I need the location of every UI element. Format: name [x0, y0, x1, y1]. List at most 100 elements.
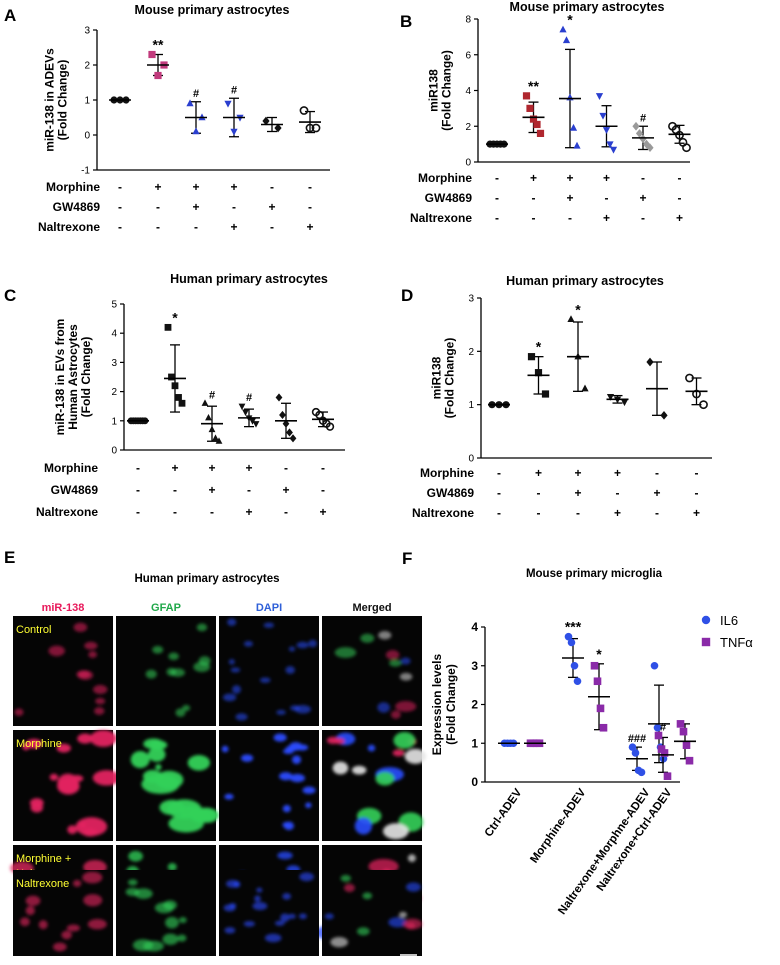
cell-blob	[243, 920, 256, 927]
data-point	[533, 120, 541, 129]
significance-mark: #	[640, 112, 646, 124]
treatment-label: GW4869	[53, 200, 101, 214]
data-point	[581, 384, 589, 392]
group-6	[685, 373, 708, 410]
cell-blob	[128, 850, 143, 862]
data-point	[682, 143, 691, 153]
data-point	[148, 50, 156, 59]
treatment-sign: -	[156, 200, 160, 214]
cell-blob	[227, 618, 237, 626]
data-point	[631, 749, 640, 757]
micrograph-4-4	[322, 870, 423, 954]
treatment-sign: +	[282, 483, 289, 497]
cell-blob	[154, 770, 184, 789]
micrograph-background	[13, 616, 113, 726]
treatment-sign: -	[655, 506, 659, 520]
data-point	[685, 373, 694, 383]
y-axis-label: miR138	[427, 69, 441, 112]
treatment-sign: -	[173, 505, 177, 519]
cell-blob	[25, 905, 35, 916]
cell-blob	[77, 733, 93, 744]
cell-blob	[402, 918, 423, 930]
y-tick-label: 2	[468, 347, 474, 358]
treatment-sign: +	[676, 211, 683, 225]
cell-blob	[225, 879, 240, 888]
cell-blob	[67, 825, 78, 834]
cell-blobs	[125, 879, 187, 952]
treatment-sign: -	[136, 461, 140, 475]
treatment-sign: +	[603, 171, 610, 185]
significance-mark: #	[660, 722, 666, 734]
panel-letter: F	[402, 549, 412, 568]
cell-blob	[282, 893, 292, 900]
treatment-sign: -	[284, 461, 288, 475]
channel-title: DAPI	[256, 602, 282, 614]
cell-blob	[385, 650, 400, 660]
treatment-sign: -	[270, 180, 274, 194]
cell-blob	[182, 704, 191, 712]
y-tick-label: 0	[465, 158, 471, 169]
cell-blob	[72, 879, 82, 887]
cell-blobs	[223, 872, 314, 943]
group-2: **	[147, 37, 169, 80]
treatment-sign: -	[308, 180, 312, 194]
cell-blob	[38, 920, 48, 930]
data-point	[311, 123, 321, 133]
data-point	[620, 399, 629, 407]
treatment-label: Naltrexone	[36, 505, 98, 519]
treatment-sign: +	[171, 461, 178, 475]
cell-blob	[276, 709, 286, 715]
data-point	[208, 425, 216, 433]
treatment-sign: -	[695, 486, 699, 500]
y-tick-label: 3	[84, 26, 90, 37]
y-tick-label: 0	[84, 131, 90, 142]
cell-blob	[52, 942, 67, 952]
treatment-sign: +	[566, 171, 573, 185]
data-point	[541, 390, 550, 398]
data-point	[299, 106, 309, 115]
significance-mark: **	[528, 78, 539, 94]
cell-blob	[29, 798, 44, 808]
cell-blob	[398, 911, 408, 918]
group-TNFα-4	[674, 720, 696, 765]
treatment-sign: -	[118, 200, 122, 214]
cell-blobs	[22, 730, 121, 837]
cell-blob	[92, 770, 121, 786]
data-point	[660, 749, 669, 757]
data-point	[154, 71, 162, 80]
cell-blob	[282, 804, 291, 813]
data-point	[275, 393, 283, 402]
y-tick-label: 8	[465, 15, 471, 26]
cell-blob	[273, 733, 287, 742]
group-5	[275, 393, 297, 443]
cell-blob	[299, 872, 314, 882]
data-point	[274, 123, 282, 133]
treatment-sign: +	[306, 220, 313, 234]
treatment-sign: -	[695, 466, 699, 480]
treatment-sign: -	[568, 211, 572, 225]
group-IL6-2: ***	[562, 619, 584, 686]
group-1	[488, 401, 510, 409]
group-5	[646, 357, 668, 420]
data-point	[249, 418, 256, 425]
cell-blob	[400, 657, 411, 665]
treatment-sign: -	[308, 200, 312, 214]
cell-blob	[294, 705, 311, 714]
cell-blob	[378, 631, 392, 640]
data-point	[178, 399, 186, 407]
treatment-sign: -	[284, 505, 288, 519]
panel-title: Human primary astrocytes	[134, 573, 279, 585]
data-point	[325, 422, 335, 431]
cell-blob	[287, 913, 296, 919]
group-TNFα-2: *	[588, 646, 610, 732]
channel-title: GFAP	[151, 602, 181, 614]
treatment-sign: -	[678, 191, 682, 205]
significance-mark: *	[575, 301, 581, 317]
y-tick-label: 3	[111, 358, 117, 369]
significance-mark: *	[567, 12, 573, 28]
cell-blob	[289, 773, 305, 783]
y-tick-label: 2	[471, 698, 478, 712]
cell-blob	[147, 747, 166, 762]
cell-blob	[330, 936, 349, 948]
